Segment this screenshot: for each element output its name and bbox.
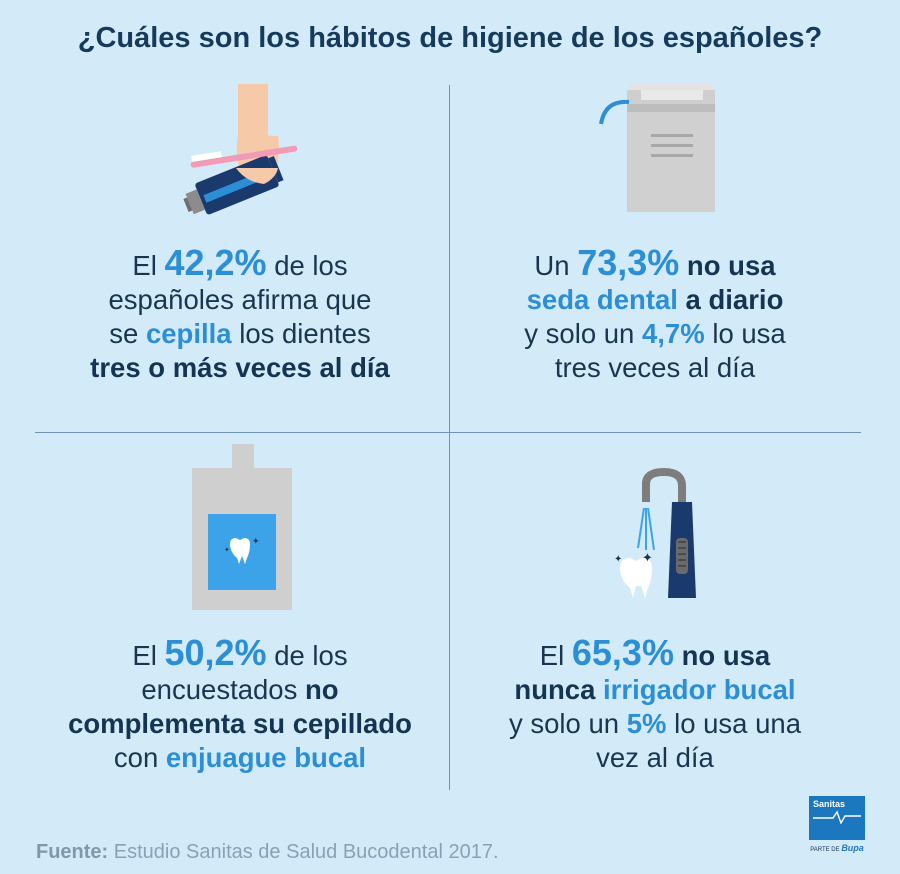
stat-floss: Un 73,3% no usa seda dental a diario y s… <box>455 245 855 385</box>
stat-value: 73,3% <box>577 242 680 283</box>
stat-text: y solo un <box>508 708 627 739</box>
svg-text:✦: ✦ <box>224 546 230 554</box>
stat-text: lo usa <box>704 318 786 349</box>
stat-bold: complementa su cepillado <box>68 708 412 739</box>
stat-highlight: enjuague bucal <box>165 742 367 773</box>
stat-highlight: 4,7% <box>642 318 705 349</box>
heartbeat-icon <box>813 810 861 824</box>
source-label: Fuente: <box>36 841 109 863</box>
stat-bold: no usa <box>673 640 771 671</box>
stat-irrigator: El 65,3% no usa nunca irrigador bucal y … <box>455 635 855 775</box>
logo-subtitle: PARTE DE Bupa <box>809 843 865 853</box>
stat-bold: no <box>304 674 339 705</box>
horizontal-divider <box>35 432 861 433</box>
stat-value: 50,2% <box>164 632 267 673</box>
stat-text: El <box>539 640 572 671</box>
stat-highlight: seda dental <box>526 284 678 315</box>
stat-text: los dientes <box>231 318 371 349</box>
stat-text: vez al día <box>596 742 714 773</box>
logo-box: Sanitas <box>809 796 865 840</box>
mouthwash-bottle-icon: ✦ ✦ <box>192 444 292 610</box>
stat-highlight: 5% <box>626 708 667 739</box>
stat-bold: tres o más veces al día <box>90 352 390 383</box>
stat-highlight: cepilla <box>145 318 232 349</box>
stat-text: tres veces al día <box>554 352 756 383</box>
stat-brushing: El 42,2% de los españoles afirma que se … <box>40 245 440 385</box>
stat-bold: no usa <box>679 250 776 281</box>
svg-text:✦: ✦ <box>252 537 260 547</box>
stat-value: 65,3% <box>571 632 674 673</box>
stat-text: con <box>113 742 166 773</box>
source-text: Estudio Sanitas de Salud Bucodental 2017… <box>108 841 499 863</box>
stat-text: encuestados <box>141 674 305 705</box>
stat-text: El <box>132 640 165 671</box>
svg-text:✦: ✦ <box>642 551 653 566</box>
logo-name: Sanitas <box>813 799 846 809</box>
stat-text: lo usa una <box>666 708 801 739</box>
source-footer: Fuente: Estudio Sanitas de Salud Bucoden… <box>36 841 499 864</box>
svg-text:✦: ✦ <box>614 554 622 565</box>
page-title: ¿Cuáles son los hábitos de higiene de lo… <box>77 22 823 54</box>
stat-mouthwash: El 50,2% de los encuestados no complemen… <box>20 635 460 775</box>
stat-text: de los <box>266 250 348 281</box>
logo-parent: Bupa <box>841 843 864 853</box>
stat-text: El <box>132 250 165 281</box>
stat-text: Un <box>534 250 578 281</box>
logo-sub-text: PARTE DE <box>810 847 840 853</box>
oral-irrigator-icon: ✦ ✦ <box>614 467 696 598</box>
stat-text: españoles afirma que <box>108 284 372 315</box>
stat-text: y solo un <box>524 318 642 349</box>
vertical-divider <box>449 85 450 790</box>
stat-bold: a diario <box>677 284 784 315</box>
stat-text: se <box>109 318 146 349</box>
dental-floss-icon <box>599 84 715 212</box>
hand-toothbrush-toothpaste-icon <box>183 84 298 215</box>
stat-text: de los <box>266 640 348 671</box>
stat-highlight: irrigador bucal <box>603 674 796 705</box>
sanitas-logo: Sanitas PARTE DE Bupa <box>809 796 865 856</box>
stat-bold: nunca <box>514 674 604 705</box>
stat-value: 42,2% <box>164 242 267 283</box>
